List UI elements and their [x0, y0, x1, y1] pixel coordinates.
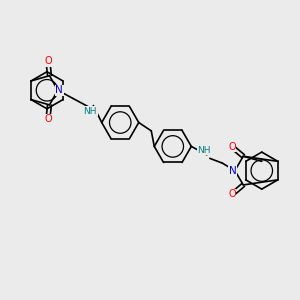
Text: NH: NH [84, 107, 97, 116]
Text: N: N [229, 166, 236, 176]
Text: O: O [228, 142, 236, 152]
Text: O: O [228, 190, 236, 200]
Text: NH: NH [197, 146, 211, 154]
Text: O: O [44, 114, 52, 124]
Text: N: N [56, 85, 63, 95]
Text: O: O [44, 56, 52, 66]
